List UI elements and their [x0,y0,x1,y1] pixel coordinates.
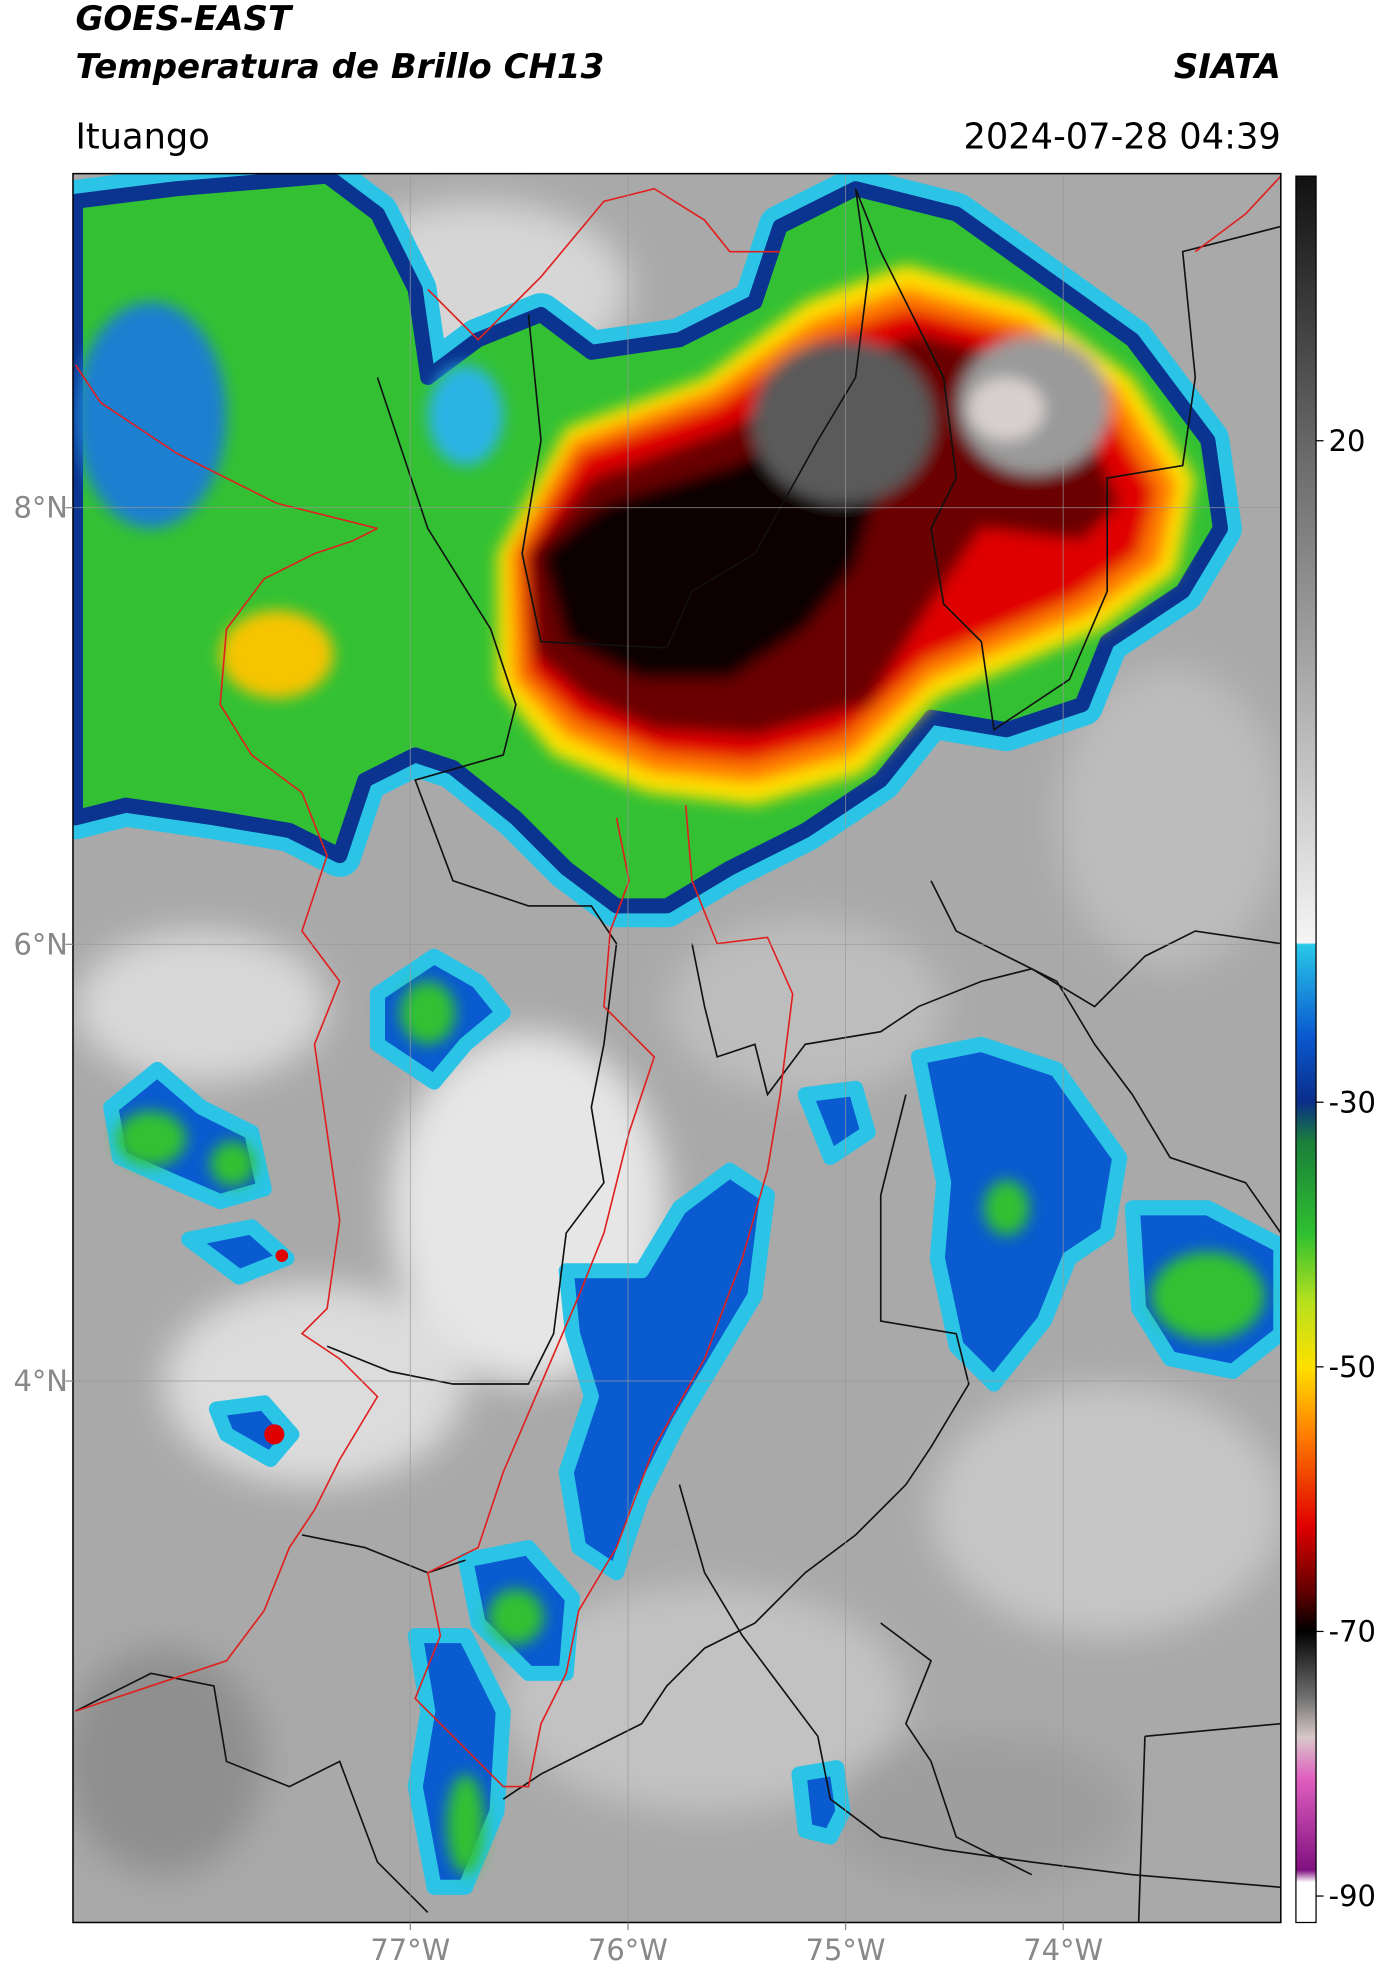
y-tick-label: 6°N [13,927,68,961]
x-tick-label: 74°W [1023,1933,1103,1967]
colorbar-tick-label: -50 [1329,1350,1376,1384]
colorbar-tick-label: 20 [1329,424,1366,458]
subtitle: Temperatura de Brillo CH13 [75,47,604,87]
title: GOES-EAST [75,0,293,39]
colorbar-tick-label: -30 [1329,1085,1376,1119]
location: Ituango [75,116,209,157]
source: SIATA [1174,47,1281,87]
map-frame [72,172,1282,1924]
satellite-image [72,173,1281,1923]
x-tick-label: 76°W [588,1933,668,1967]
x-tick-label: 75°W [806,1933,886,1967]
datetime: 2024-07-28 04:39 [963,116,1280,157]
colorbar-tick-label: -90 [1329,1879,1376,1913]
x-tick-label: 77°W [370,1933,450,1967]
graticule [72,173,1281,1923]
y-tick-label: 8°N [13,491,68,525]
colorbar [1295,175,1317,1924]
colorbar-tick-label: -70 [1329,1615,1376,1649]
y-tick-label: 4°N [13,1364,68,1398]
